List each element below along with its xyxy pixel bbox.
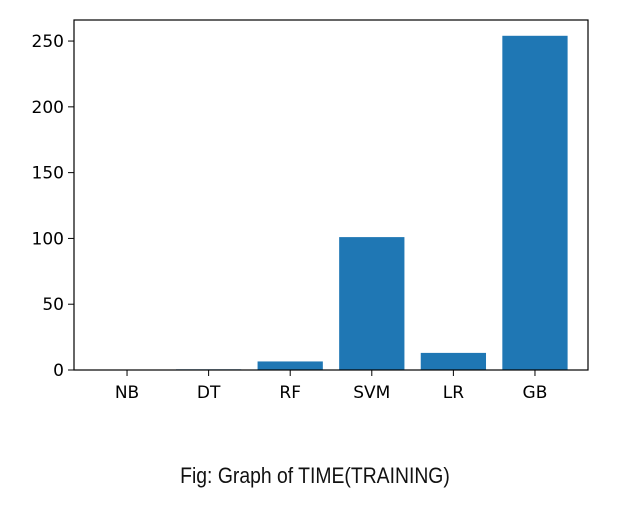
y-tick-label: 50: [42, 295, 64, 315]
x-tick-label: NB: [115, 383, 139, 403]
bar-svm: [339, 237, 405, 370]
y-tick-label: 150: [32, 164, 64, 184]
figure-caption: Fig: Graph of TIME(TRAINING): [180, 463, 450, 488]
y-tick-label: 250: [32, 32, 64, 52]
y-tick-label: 100: [32, 229, 64, 249]
x-tick-label: LR: [443, 383, 464, 403]
x-tick-label: DT: [197, 383, 221, 403]
y-tick-label: 0: [53, 361, 64, 381]
bars-group: [94, 35, 568, 370]
bar-lr: [420, 352, 487, 370]
bar-gb: [502, 35, 568, 370]
x-axis-ticks: NB DT RF SVM LR GB: [115, 370, 548, 403]
plot-frame: [73, 19, 589, 371]
x-tick-label: GB: [523, 383, 548, 403]
x-tick-label: SVM: [353, 383, 390, 403]
y-axis-ticks: 0 50 100 150 200 250: [32, 32, 74, 381]
y-tick-label: 200: [32, 98, 64, 118]
x-tick-label: RF: [279, 383, 301, 403]
bar-rf: [257, 361, 323, 370]
